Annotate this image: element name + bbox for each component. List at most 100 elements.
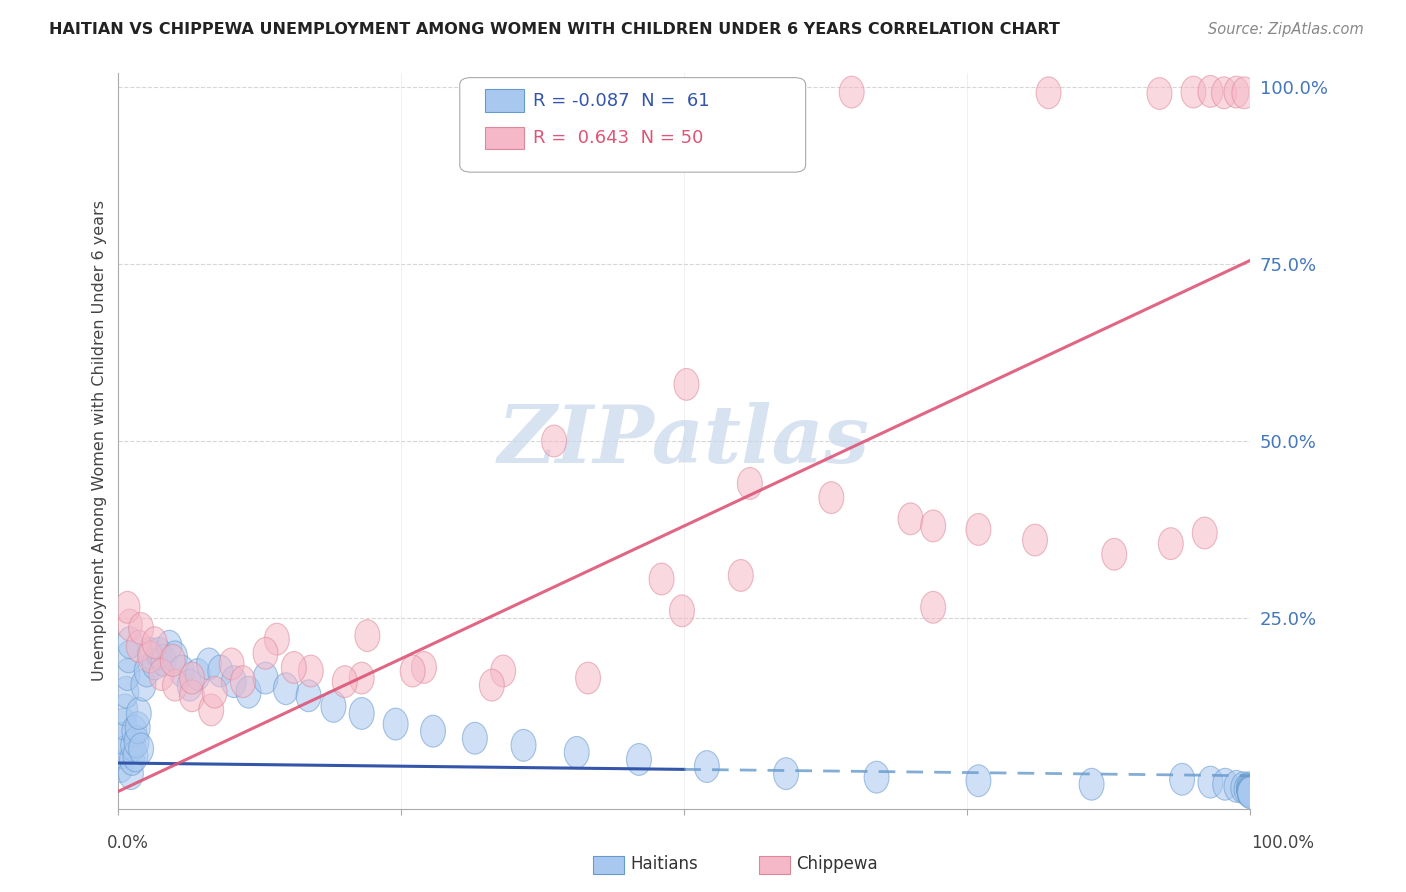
Ellipse shape xyxy=(1212,77,1236,109)
Ellipse shape xyxy=(111,708,136,740)
Ellipse shape xyxy=(491,655,516,687)
Ellipse shape xyxy=(479,669,505,701)
Ellipse shape xyxy=(354,620,380,651)
Ellipse shape xyxy=(463,723,488,754)
Ellipse shape xyxy=(728,559,754,591)
Ellipse shape xyxy=(921,510,946,541)
Ellipse shape xyxy=(669,595,695,627)
Ellipse shape xyxy=(236,676,262,708)
Ellipse shape xyxy=(253,638,278,669)
Ellipse shape xyxy=(180,662,204,694)
Text: 0.0%: 0.0% xyxy=(107,834,149,852)
Ellipse shape xyxy=(177,669,202,701)
Text: Source: ZipAtlas.com: Source: ZipAtlas.com xyxy=(1208,22,1364,37)
Text: R = -0.087  N =  61: R = -0.087 N = 61 xyxy=(533,92,710,110)
Ellipse shape xyxy=(412,651,436,683)
Ellipse shape xyxy=(773,757,799,789)
Ellipse shape xyxy=(208,655,233,687)
Ellipse shape xyxy=(221,665,246,698)
Ellipse shape xyxy=(157,631,181,662)
Ellipse shape xyxy=(1237,773,1261,805)
Ellipse shape xyxy=(673,368,699,401)
Ellipse shape xyxy=(297,680,321,712)
Ellipse shape xyxy=(122,740,148,772)
Ellipse shape xyxy=(650,563,673,595)
Ellipse shape xyxy=(186,658,209,690)
Ellipse shape xyxy=(142,627,167,658)
Ellipse shape xyxy=(146,638,172,669)
Text: ZIPatlas: ZIPatlas xyxy=(498,402,870,480)
Ellipse shape xyxy=(112,694,138,726)
Y-axis label: Unemployment Among Women with Children Under 6 years: Unemployment Among Women with Children U… xyxy=(93,201,107,681)
Ellipse shape xyxy=(512,730,536,761)
Ellipse shape xyxy=(564,737,589,768)
Ellipse shape xyxy=(197,648,221,680)
Ellipse shape xyxy=(966,514,991,545)
Ellipse shape xyxy=(1147,78,1173,110)
Ellipse shape xyxy=(1036,77,1062,109)
Text: HAITIAN VS CHIPPEWA UNEMPLOYMENT AMONG WOMEN WITH CHILDREN UNDER 6 YEARS CORRELA: HAITIAN VS CHIPPEWA UNEMPLOYMENT AMONG W… xyxy=(49,22,1060,37)
Ellipse shape xyxy=(1225,76,1249,108)
Ellipse shape xyxy=(420,715,446,747)
Ellipse shape xyxy=(160,644,186,676)
Ellipse shape xyxy=(120,744,145,775)
Ellipse shape xyxy=(818,482,844,514)
Ellipse shape xyxy=(273,673,298,705)
Ellipse shape xyxy=(163,641,187,673)
Ellipse shape xyxy=(169,655,194,687)
Ellipse shape xyxy=(541,425,567,457)
Ellipse shape xyxy=(281,651,307,683)
Ellipse shape xyxy=(1237,775,1263,807)
Ellipse shape xyxy=(1181,76,1206,108)
Ellipse shape xyxy=(1236,772,1261,804)
Text: Haitians: Haitians xyxy=(630,855,697,873)
Ellipse shape xyxy=(128,733,153,764)
Ellipse shape xyxy=(1159,528,1184,559)
Ellipse shape xyxy=(124,726,149,757)
Ellipse shape xyxy=(253,662,278,694)
Ellipse shape xyxy=(1237,776,1263,808)
Ellipse shape xyxy=(1198,766,1223,798)
Ellipse shape xyxy=(1234,773,1258,805)
Ellipse shape xyxy=(114,676,139,708)
Ellipse shape xyxy=(127,631,152,662)
Ellipse shape xyxy=(163,669,187,701)
Ellipse shape xyxy=(138,641,163,673)
Ellipse shape xyxy=(1198,76,1223,107)
Ellipse shape xyxy=(117,609,142,641)
Ellipse shape xyxy=(1225,771,1249,802)
Ellipse shape xyxy=(1212,768,1237,800)
Ellipse shape xyxy=(1170,764,1195,795)
Ellipse shape xyxy=(1192,517,1218,549)
Ellipse shape xyxy=(1080,768,1104,800)
Ellipse shape xyxy=(149,658,174,690)
Ellipse shape xyxy=(152,644,176,676)
Ellipse shape xyxy=(575,662,600,694)
Text: Chippewa: Chippewa xyxy=(796,855,877,873)
Ellipse shape xyxy=(111,723,135,754)
Ellipse shape xyxy=(122,715,146,747)
Ellipse shape xyxy=(1022,524,1047,556)
Ellipse shape xyxy=(737,467,762,500)
Text: 100.0%: 100.0% xyxy=(1251,834,1315,852)
Ellipse shape xyxy=(118,757,143,789)
Ellipse shape xyxy=(627,744,651,775)
Ellipse shape xyxy=(128,613,153,644)
Ellipse shape xyxy=(127,698,152,730)
Ellipse shape xyxy=(966,764,991,797)
Ellipse shape xyxy=(117,627,142,658)
Ellipse shape xyxy=(231,665,256,698)
Ellipse shape xyxy=(142,648,167,680)
Ellipse shape xyxy=(180,680,204,712)
Ellipse shape xyxy=(1102,538,1126,570)
Ellipse shape xyxy=(695,750,720,782)
Ellipse shape xyxy=(115,658,141,690)
Ellipse shape xyxy=(384,708,408,740)
Ellipse shape xyxy=(121,730,146,761)
Ellipse shape xyxy=(321,690,346,723)
Ellipse shape xyxy=(1237,774,1263,806)
Ellipse shape xyxy=(125,712,150,744)
Ellipse shape xyxy=(264,624,290,655)
Text: R =  0.643  N = 50: R = 0.643 N = 50 xyxy=(533,129,703,147)
Ellipse shape xyxy=(115,591,141,624)
